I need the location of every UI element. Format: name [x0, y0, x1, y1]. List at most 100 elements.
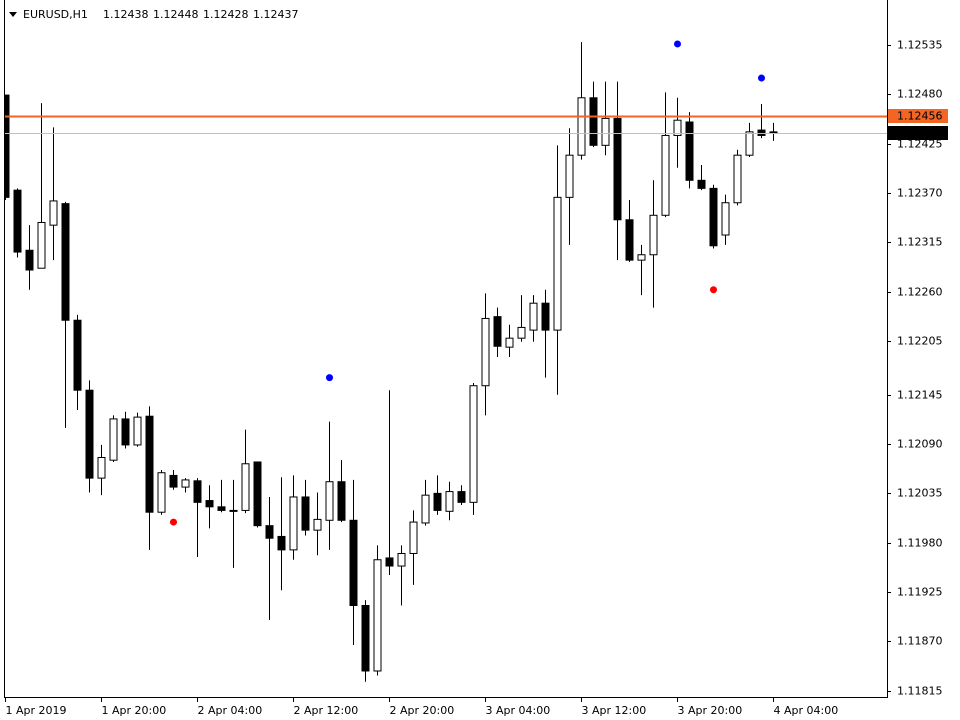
y-tick-label: 1.11870	[897, 635, 943, 648]
candle-body	[325, 481, 334, 521]
candle-body	[157, 472, 166, 513]
candle-body	[673, 119, 682, 136]
candle-body	[241, 463, 250, 511]
candle-body	[5, 94, 10, 198]
candle-body	[529, 302, 538, 331]
price-label-box	[888, 109, 948, 123]
candle-body	[337, 481, 346, 521]
candle-body	[313, 518, 322, 531]
y-tick-label: 1.12315	[897, 236, 943, 249]
signal-dot	[758, 74, 765, 82]
candle-body	[733, 154, 742, 204]
candle-body	[193, 480, 202, 503]
candle-body	[277, 535, 286, 551]
candle-body	[229, 509, 238, 512]
candle-body	[505, 337, 514, 348]
price-label: 1.12437	[897, 127, 943, 140]
candle-body	[265, 525, 274, 539]
y-tick-label: 1.12260	[897, 286, 943, 299]
y-tick-label: 1.12205	[897, 335, 943, 348]
candle-body	[397, 552, 406, 567]
candle-body	[745, 131, 754, 156]
candle-body	[13, 189, 22, 253]
signal-dot	[674, 40, 681, 48]
candle-body	[289, 496, 298, 551]
y-tick-label: 1.12370	[897, 187, 943, 200]
y-tick-label: 1.12425	[897, 138, 943, 151]
candle-body	[205, 500, 214, 508]
candle-body	[517, 326, 526, 339]
menu-arrow[interactable]	[9, 12, 17, 17]
candle-body	[661, 134, 670, 216]
candle-body	[721, 202, 730, 236]
candle-body	[385, 557, 394, 567]
ohlc-close: 1.12437	[253, 8, 299, 21]
x-tick-label: 2 Apr 12:00	[294, 704, 359, 717]
signal-dot	[710, 286, 717, 294]
candle-body	[625, 219, 634, 261]
candle-body	[601, 117, 610, 146]
candle-body	[709, 187, 718, 247]
x-tick-label: 2 Apr 20:00	[390, 704, 455, 717]
x-tick-label: 1 Apr 20:00	[102, 704, 167, 717]
candle-body	[181, 479, 190, 488]
candle-body	[769, 131, 778, 134]
ohlc-open: 1.12438	[103, 8, 149, 21]
candle-body	[433, 492, 442, 511]
candle-body	[685, 121, 694, 181]
y-tick-label: 1.12535	[897, 39, 943, 52]
y-tick-label: 1.11815	[897, 685, 943, 698]
y-tick-label: 1.12035	[897, 487, 943, 500]
candle-body	[565, 154, 574, 198]
candle-body	[553, 196, 562, 331]
x-tick-label: 1 Apr 2019	[6, 704, 67, 717]
candle-body	[589, 97, 598, 146]
candle-body	[697, 179, 706, 189]
plot-area	[5, 40, 778, 682]
candle-body	[757, 129, 766, 136]
candle-body	[577, 97, 586, 156]
y-tick-label: 1.12145	[897, 389, 943, 402]
y-tick-label: 1.11925	[897, 586, 943, 599]
signal-dot	[326, 374, 333, 382]
signal-dot	[170, 518, 177, 526]
candle-body	[493, 316, 502, 347]
y-tick-label: 1.11980	[897, 537, 943, 550]
candle-body	[457, 491, 466, 503]
candle-body	[217, 506, 226, 511]
candle-body	[409, 521, 418, 554]
candle-body	[97, 456, 106, 479]
x-tick-label: 3 Apr 20:00	[678, 704, 743, 717]
y-tick-label: 1.12090	[897, 438, 943, 451]
symbol: EURUSD,H1	[23, 8, 88, 21]
x-tick-label: 3 Apr 12:00	[582, 704, 647, 717]
candle-body	[25, 249, 34, 271]
candle-body	[37, 221, 46, 269]
candle-body	[73, 319, 82, 391]
candle-body	[133, 416, 142, 446]
candle-body	[253, 461, 262, 527]
candle-body	[169, 474, 178, 488]
candle-body	[61, 203, 70, 321]
ohlc-low: 1.12428	[203, 8, 249, 21]
candle-body	[613, 117, 622, 221]
candle-body	[349, 519, 358, 607]
y-tick-label: 1.12480	[897, 88, 943, 101]
candle-body	[85, 389, 94, 479]
candle-body	[145, 415, 154, 513]
candle-body	[361, 605, 370, 672]
candle-body	[301, 496, 310, 531]
candle-body	[469, 385, 478, 503]
candle-body	[421, 494, 430, 524]
x-tick-label: 2 Apr 04:00	[198, 704, 263, 717]
candle-body	[109, 418, 118, 461]
candle-body	[481, 317, 490, 387]
x-tick-label: 3 Apr 04:00	[486, 704, 551, 717]
candle-body	[649, 214, 658, 256]
price-label: 1.12456	[897, 110, 943, 123]
candle-body	[541, 302, 550, 331]
x-tick-label: 4 Apr 04:00	[774, 704, 839, 717]
candle-body	[373, 559, 382, 672]
